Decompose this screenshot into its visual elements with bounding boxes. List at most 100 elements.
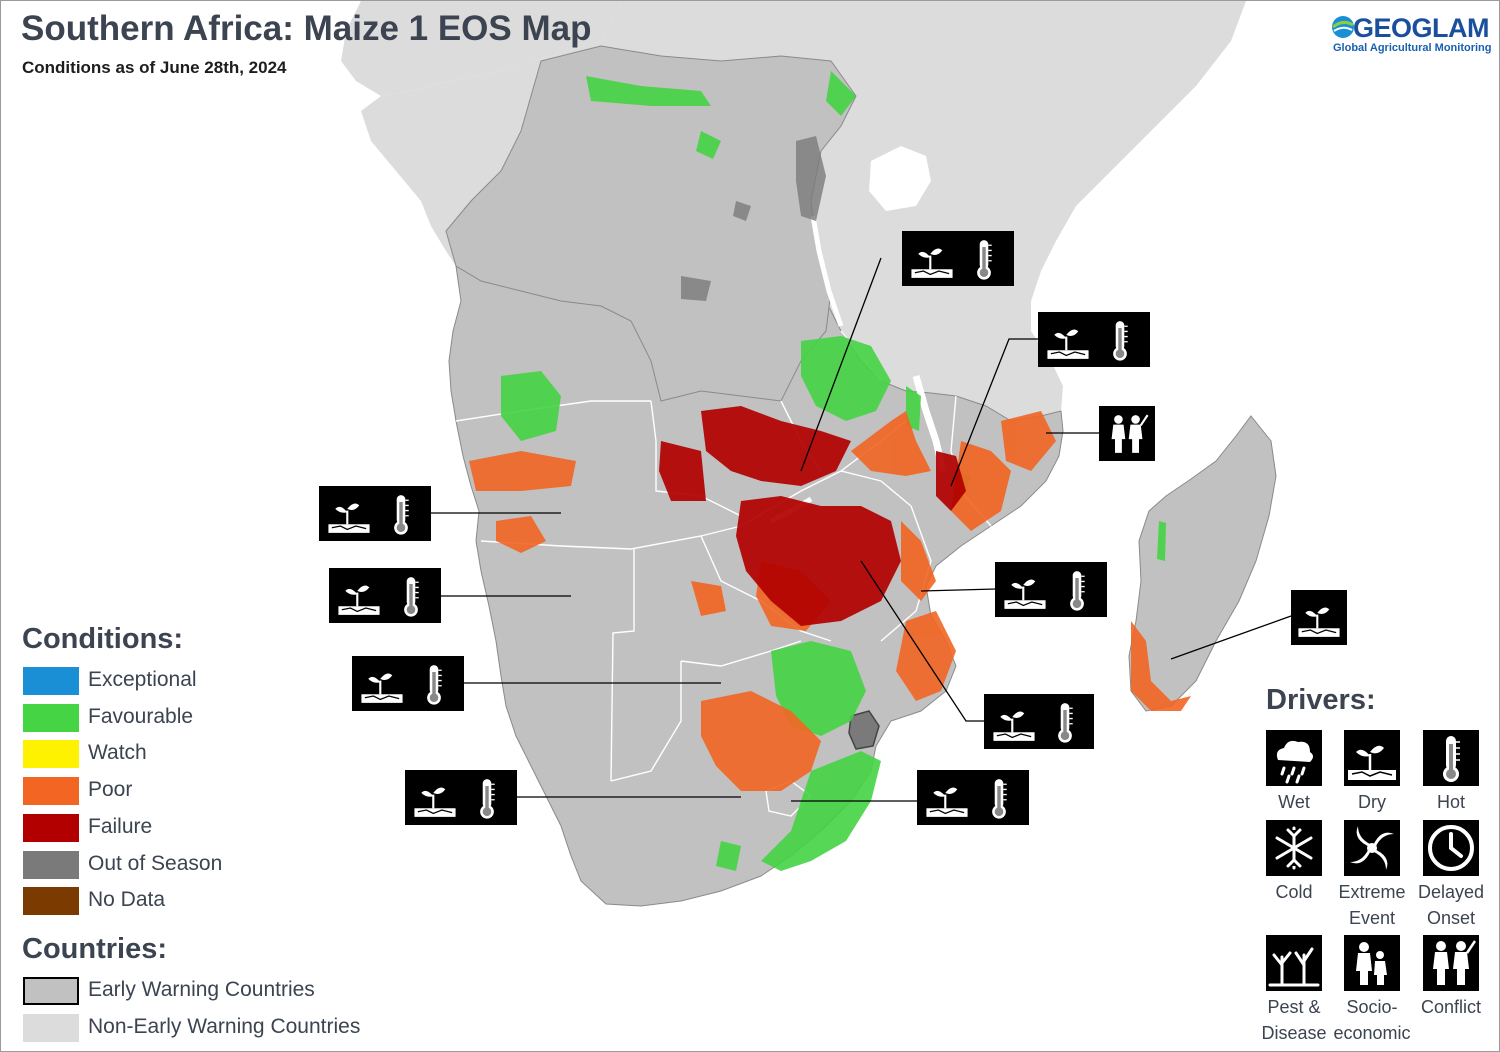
non-early-warning-land-west — [341, 1, 621, 96]
driver-delayed-onset: Delayed Onset — [1411, 820, 1491, 931]
legend-label: Failure — [88, 814, 153, 838]
driver-label: Pest & Disease — [1261, 997, 1327, 1043]
callout-malawi — [1038, 312, 1150, 367]
logo-wordmark: GEOGLAM — [1353, 13, 1490, 43]
callout-angola — [319, 486, 431, 541]
dry-icon — [325, 490, 373, 538]
map-subtitle: Conditions as of June 28th, 2024 — [22, 58, 287, 77]
favourable-areas — [501, 71, 1166, 871]
lake-tanganyika — [810, 215, 844, 327]
callout-northern-mozambique — [1099, 406, 1155, 461]
driver-conflict: Conflict — [1411, 935, 1491, 1020]
legend-swatch — [23, 887, 79, 916]
callout-leaders — [431, 257, 1292, 802]
callout-northern-zambia — [902, 231, 1014, 286]
hot-icon — [1041, 698, 1089, 746]
driver-label: Conflict — [1420, 997, 1482, 1017]
hot-icon — [410, 660, 458, 708]
dry-icon — [923, 774, 971, 822]
hot-icon — [975, 774, 1023, 822]
legend-label: Exceptional — [88, 668, 197, 691]
conflict-icon — [1423, 935, 1479, 991]
dry-icon — [1344, 730, 1400, 786]
hot-icon — [387, 572, 435, 620]
legend-label: Watch — [88, 741, 147, 765]
legend-item-non-early-warning-countries: Non-Early Warning Countries — [23, 1014, 363, 1042]
legend-swatch — [23, 850, 79, 879]
legend-item-no-data: No Data — [23, 887, 363, 916]
legend-label: Poor — [88, 778, 133, 802]
driver-extreme-event: Extreme Event — [1332, 820, 1412, 931]
dry-icon — [1001, 566, 1049, 614]
driver-socio-economic: Socio-economic — [1332, 935, 1412, 1046]
legend-item-out-of-season: Out of Season — [23, 850, 363, 879]
driver-hot: Hot — [1411, 730, 1491, 815]
legend-swatch — [23, 667, 79, 695]
hot-icon — [1053, 566, 1101, 614]
wet-icon — [1266, 730, 1322, 786]
legend-label: Early Warning Countries — [88, 978, 315, 1001]
legend-swatch — [23, 740, 79, 769]
legend-swatch — [23, 977, 79, 1005]
extreme-event-icon — [1344, 820, 1400, 876]
map-title: Southern Africa: Maize 1 EOS Map — [21, 9, 592, 48]
callout-south-africa — [405, 770, 517, 825]
delayed-onset-icon — [1423, 820, 1479, 876]
dry-icon — [411, 774, 459, 822]
pest-disease-icon — [1266, 935, 1322, 991]
driver-dry: Dry — [1332, 730, 1412, 815]
conditions-heading: Conditions: — [22, 623, 184, 655]
legend-item-failure: Failure — [23, 813, 363, 842]
socio-economic-icon — [1344, 935, 1400, 991]
legend-item-exceptional: Exceptional — [23, 667, 363, 695]
driver-label: Extreme Event — [1338, 882, 1406, 928]
driver-label: Wet — [1278, 792, 1310, 812]
countries-heading: Countries: — [22, 933, 167, 965]
logo-tagline: Global Agricultural Monitoring — [1333, 42, 1492, 54]
legend-label: Favourable — [88, 704, 194, 728]
drivers-heading: Drivers: — [1266, 684, 1376, 716]
driver-label: Cold — [1275, 882, 1313, 902]
driver-label: Dry — [1358, 792, 1386, 812]
hot-icon — [1096, 316, 1144, 364]
callout-lesotho — [917, 770, 1029, 825]
legend-swatch — [23, 703, 79, 732]
dry-icon — [358, 660, 406, 708]
globe-icon — [1332, 16, 1354, 38]
legend-item-poor: Poor — [23, 777, 363, 806]
legend-label: Out of Season — [88, 851, 223, 875]
dry-icon — [908, 235, 956, 283]
non-early-warning-land — [1, 1, 1246, 421]
dry-icon — [335, 572, 383, 620]
driver-label: Hot — [1436, 792, 1465, 812]
legend-item-watch: Watch — [23, 740, 363, 769]
legend-label: No Data — [88, 888, 166, 912]
congo-basin-land — [445, 45, 857, 402]
legend-item-favourable: Favourable — [23, 703, 363, 732]
geoglam-logo: GEOGLAM Global Agricultural Monitoring — [1331, 11, 1491, 57]
hot-icon — [377, 490, 425, 538]
driver-pest-disease: Pest & Disease — [1254, 935, 1334, 1046]
eswatini-out-of-season — [848, 710, 880, 750]
lake-victoria — [869, 146, 931, 211]
callout-namibia — [329, 568, 441, 623]
hot-icon — [463, 774, 511, 822]
legend-swatch — [23, 1014, 79, 1042]
legend-swatch — [23, 813, 79, 842]
callout-zimbabwe — [984, 694, 1094, 749]
callout-botswana — [352, 656, 464, 711]
driver-cold: Cold — [1254, 820, 1334, 905]
cold-icon — [1266, 820, 1322, 876]
driver-label: Socio-economic — [1333, 997, 1411, 1043]
conflict-icon — [1103, 410, 1151, 458]
failure-areas — [659, 406, 966, 626]
legend-label: Non-Early Warning Countries — [88, 1015, 361, 1038]
hot-icon — [1423, 730, 1479, 786]
hot-icon — [960, 235, 1008, 283]
dry-icon — [1044, 316, 1092, 364]
legend-item-early-warning-countries: Early Warning Countries — [23, 977, 363, 1005]
driver-label: Delayed Onset — [1417, 882, 1485, 928]
out-of-season-areas — [681, 136, 826, 301]
